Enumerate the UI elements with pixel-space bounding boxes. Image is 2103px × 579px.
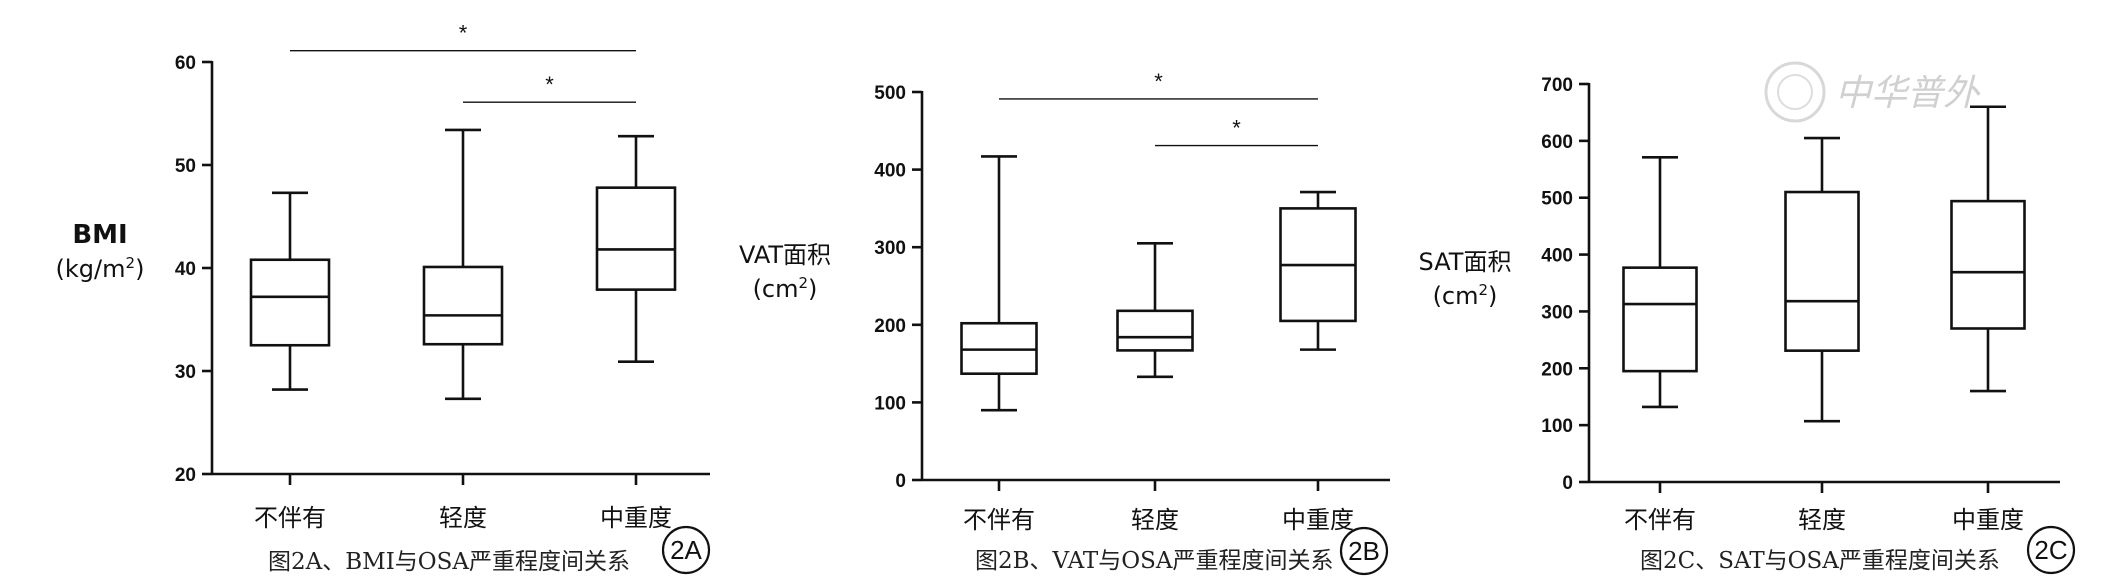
iqr-box <box>1784 190 1860 352</box>
panel-2a-significance-star: * <box>545 72 554 97</box>
panel-2b-ytick-label: 100 <box>874 393 906 414</box>
panel-2c-ytick-label: 100 <box>1541 416 1573 437</box>
panel-2c-ylabel-main: SAT面积 <box>1419 248 1512 276</box>
panel-2c-box-1 <box>1784 136 1860 423</box>
panel-2b-category-label: 不伴有 <box>963 506 1035 534</box>
panel-2a-ylabel-unit: (kg/m2) <box>56 254 145 283</box>
iqr-box <box>249 258 331 347</box>
panel-2c-ytick-label: 300 <box>1541 302 1573 323</box>
watermark-text: 中华普外 <box>1835 73 1981 114</box>
panel-2c-caption: 图2C、SAT与OSA严重程度间关系 <box>1640 548 2000 574</box>
panel-2a-ytick-label: 40 <box>175 259 196 280</box>
panel-2b-box-2 <box>1279 190 1357 351</box>
panel-2b-ylabel-unit: (cm2) <box>753 274 818 303</box>
panel-2b-box-1 <box>1116 242 1194 379</box>
panel-2a-category-label: 中重度 <box>600 504 672 532</box>
panel-2b-ylabel-main: VAT面积 <box>739 241 831 269</box>
iqr-box <box>1116 309 1194 352</box>
panel-2b-ytick-label: 500 <box>874 83 906 104</box>
panel-2a-category-label: 轻度 <box>439 504 487 532</box>
panel-2a-ytick-label: 60 <box>175 53 196 74</box>
panel-2b-tag-badge <box>1339 526 1389 576</box>
panel-2a-box-2 <box>595 134 677 364</box>
panel-2a-ytick-label: 30 <box>175 362 196 383</box>
panel-2b-caption: 图2B、VAT与OSA严重程度间关系 <box>975 548 1334 574</box>
panel-2c-ytick-label: 400 <box>1541 246 1573 267</box>
panel-2c-category-label: 中重度 <box>1952 506 2024 534</box>
panel-2a-caption: 图2A、BMI与OSA严重程度间关系 <box>268 549 630 575</box>
panel-2a-box-0 <box>249 191 331 391</box>
iqr-box <box>1950 199 2026 330</box>
panel-2c-ytick-label: 0 <box>1562 473 1573 494</box>
panel-2c-tag-badge <box>2026 525 2076 575</box>
panel-2a-ytick-label: 50 <box>175 156 196 177</box>
panel-2a-box-1 <box>422 128 504 401</box>
panel-2b-ytick-label: 0 <box>895 471 906 492</box>
panel-2b-category-label: 中重度 <box>1282 506 1354 534</box>
panel-2b-category-label: 轻度 <box>1131 506 1179 534</box>
panel-2c-box-2 <box>1950 105 2026 393</box>
panel-2a: BMI (kg/m2) 图2A、BMI与OSA严重程度间关系 2A 20 30 40… <box>56 21 711 575</box>
panel-2c-ytick-label: 700 <box>1541 75 1573 96</box>
panel-2a-tag-badge <box>661 525 711 575</box>
panel-2a-ytick-label: 20 <box>175 465 196 486</box>
panel-2c-ytick-label: 500 <box>1541 189 1573 210</box>
watermark: 中华普外 <box>1764 61 1981 123</box>
panel-2c-ylabel-unit: (cm2) <box>1433 281 1498 310</box>
panel-2a-category-label: 不伴有 <box>254 504 326 532</box>
panel-2c-category-label: 轻度 <box>1798 506 1846 534</box>
panel-2c-tag: 2C <box>2034 535 2067 565</box>
panel-2c-box-0 <box>1622 156 1698 409</box>
panel-2a-significance-star: * <box>459 21 468 46</box>
panel-2c-ytick-label: 600 <box>1541 132 1573 153</box>
panel-2b-significance-star: * <box>1154 69 1163 94</box>
iqr-box <box>595 186 677 291</box>
iqr-box <box>422 265 504 346</box>
panel-2b-ytick-label: 400 <box>874 161 906 182</box>
panel-2b-ytick-label: 300 <box>874 238 906 259</box>
panel-2c: SAT面积 (cm2) 图2C、SAT与OSA严重程度间关系 2C 0 100 20… <box>1419 75 2076 575</box>
panel-2b: VAT面积 (cm2) 图2B、VAT与OSA严重程度间关系 2B 0 100 20… <box>739 69 1390 576</box>
iqr-box <box>1622 266 1698 373</box>
panel-2b-box-0 <box>960 155 1038 412</box>
panel-2a-ylabel-main: BMI <box>72 220 127 250</box>
panel-2b-significance-star: * <box>1232 116 1241 141</box>
panel-2c-category-label: 不伴有 <box>1624 506 1696 534</box>
panel-2b-tag: 2B <box>1348 536 1380 566</box>
panel-2a-tag: 2A <box>670 535 702 565</box>
watermark-seal-icon <box>1764 61 1826 123</box>
panel-2c-ytick-label: 200 <box>1541 359 1573 380</box>
panel-2b-ytick-label: 200 <box>874 316 906 337</box>
